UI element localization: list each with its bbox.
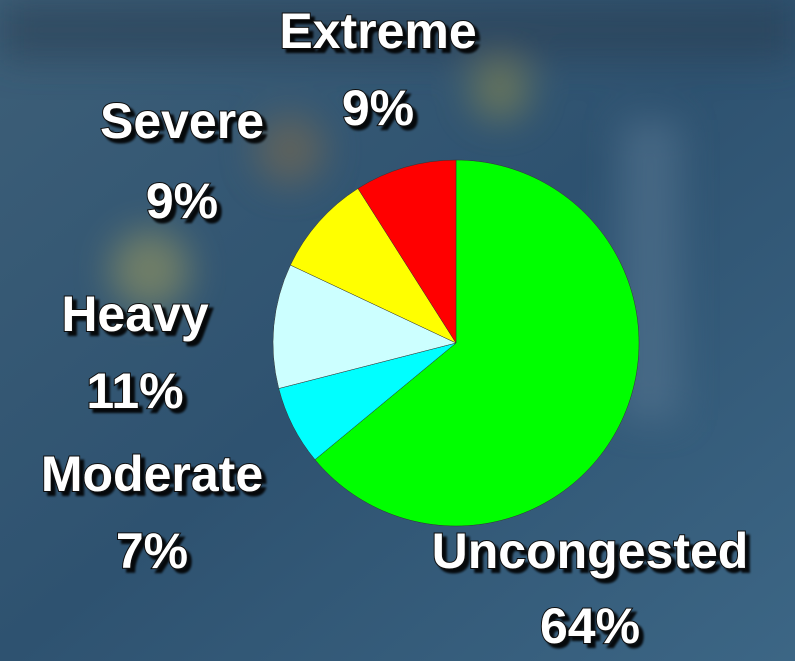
pie bbox=[272, 159, 640, 527]
value-label: 9% bbox=[342, 80, 414, 136]
pie-slice bbox=[290, 188, 457, 344]
category-label: Heavy bbox=[61, 286, 209, 342]
category-label: Extreme bbox=[279, 3, 476, 59]
category-label: Moderate bbox=[41, 446, 263, 502]
background-blur bbox=[0, 0, 795, 420]
category-label: Severe bbox=[100, 93, 264, 149]
value-label: 9% bbox=[146, 173, 218, 229]
labels: Uncongested 64% Moderate 7% Heavy 11% Severe 9%… bbox=[40, 2, 749, 655]
pie-slice bbox=[357, 159, 457, 344]
value-label: 11% bbox=[86, 363, 183, 419]
value-label: 64% bbox=[540, 598, 640, 654]
pie-slice bbox=[272, 264, 457, 389]
pie-slice bbox=[314, 159, 640, 527]
category-label: Uncongested bbox=[432, 523, 749, 579]
value-label: 7% bbox=[116, 523, 188, 579]
